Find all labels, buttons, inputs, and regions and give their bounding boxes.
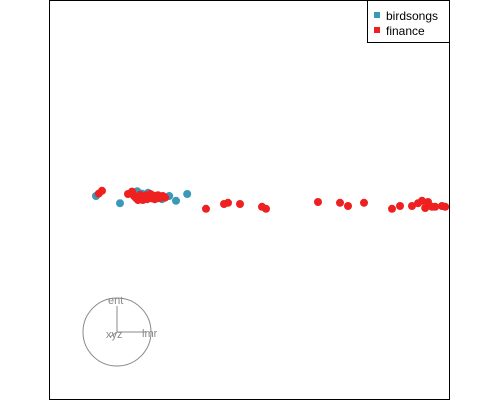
point-finance-33	[388, 204, 396, 213]
point-finance-31	[344, 202, 352, 210]
axis-glyph-circle	[82, 297, 152, 367]
point-finance-28	[262, 204, 270, 213]
point-finance-43	[441, 202, 450, 211]
legend: birdsongs finance	[367, 0, 450, 43]
point-birdsongs-13	[183, 190, 192, 198]
point-birdsongs-12	[172, 196, 180, 205]
point-finance-41	[431, 202, 440, 211]
point-finance-22	[161, 193, 170, 202]
data-points	[92, 186, 450, 213]
axis-glyph: ent lmr xyz	[82, 295, 158, 367]
axis-glyph-label-xyz: xyz	[106, 329, 123, 341]
axis-glyph-label-ent: ent	[108, 295, 123, 307]
point-finance-35	[408, 202, 416, 210]
point-finance-38	[421, 204, 430, 212]
legend-label-birdsongs: birdsongs	[386, 9, 438, 23]
point-finance-25	[224, 198, 232, 207]
point-finance-34	[396, 202, 404, 210]
point-finance-1	[98, 186, 106, 195]
axis-glyph-line-xyz	[109, 331, 118, 338]
legend-label-finance: finance	[386, 24, 425, 38]
point-finance-23	[202, 204, 210, 213]
point-finance-37	[418, 196, 426, 205]
point-birdsongs-1	[116, 199, 124, 208]
point-finance-30	[336, 198, 344, 207]
legend-box	[367, 0, 450, 43]
point-finance-32	[360, 198, 368, 207]
point-finance-26	[236, 200, 244, 208]
axis-glyph-label-lmr: lmr	[142, 328, 158, 340]
legend-swatch-finance	[374, 27, 380, 33]
legend-swatch-birdsongs	[374, 12, 380, 18]
point-finance-29	[314, 198, 322, 206]
